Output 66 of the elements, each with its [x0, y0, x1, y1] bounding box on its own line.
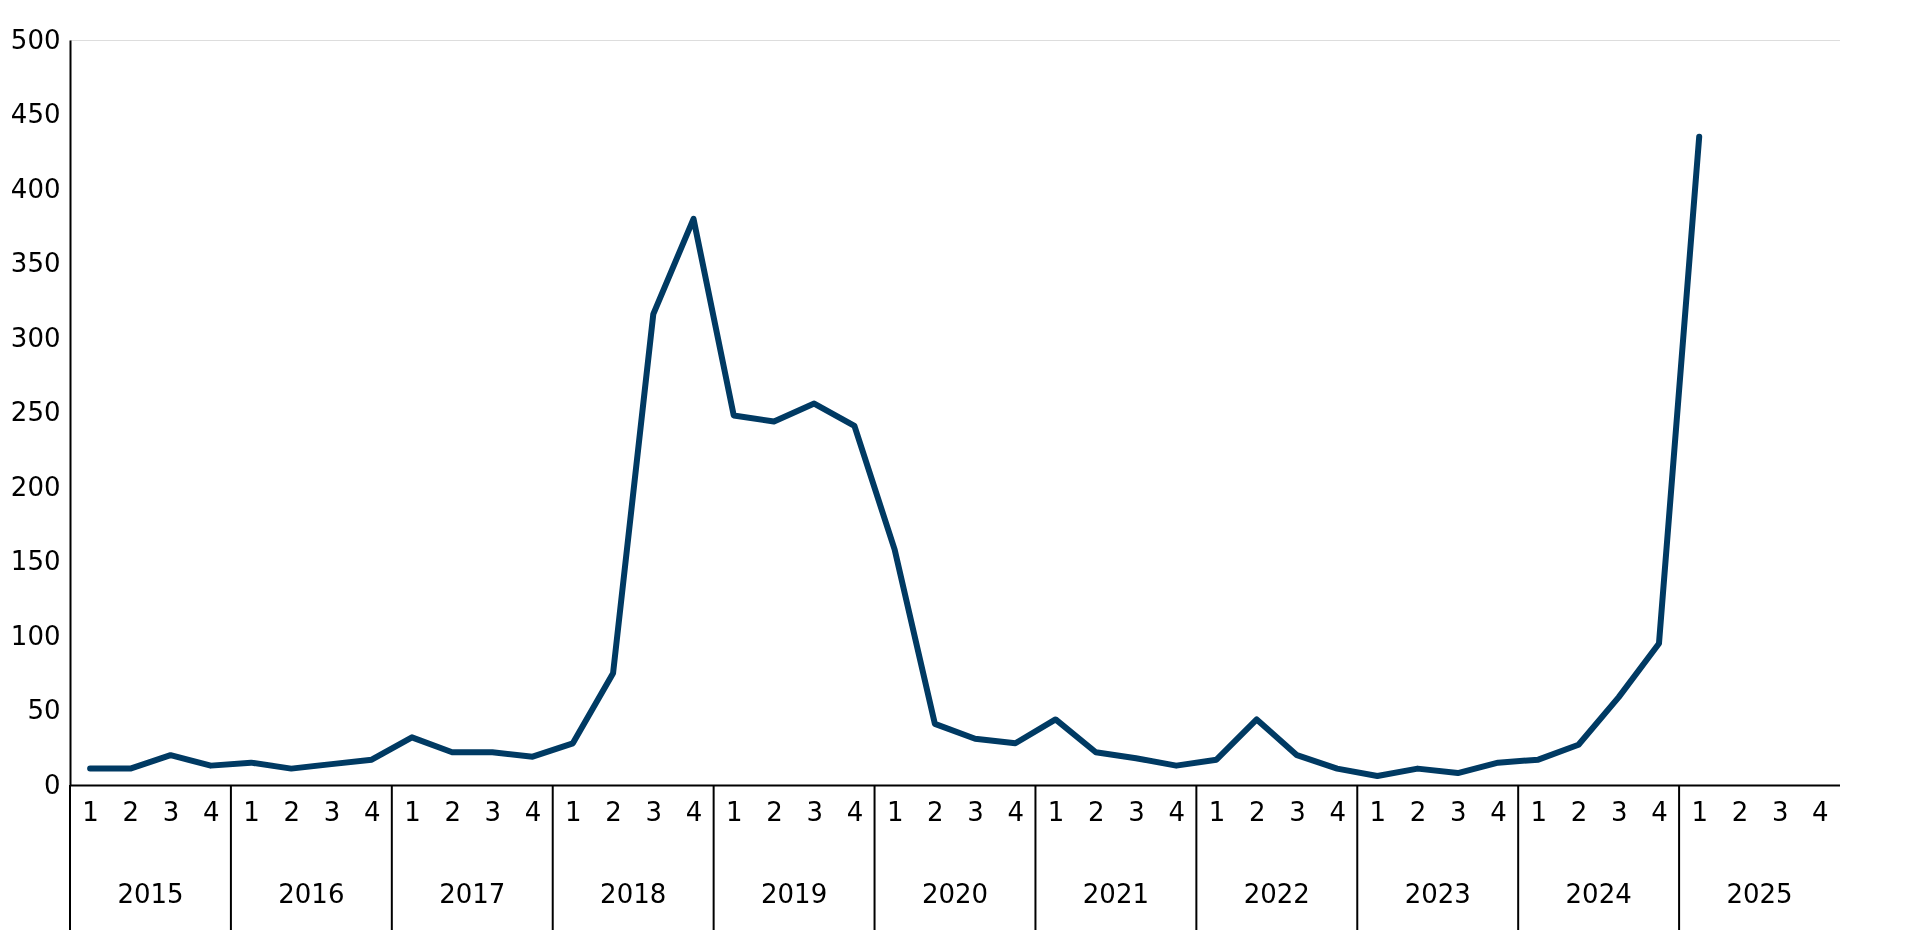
x-tick-label: 2 — [444, 796, 461, 827]
x-tick-label: 3 — [484, 796, 502, 827]
text: 2017 — [439, 879, 506, 909]
x-tick-label: 3 — [1289, 796, 1306, 827]
x-tick-label: 4 — [203, 796, 220, 827]
x-tick-label: 4 — [1651, 796, 1668, 827]
x-tick-label: 4 — [363, 796, 381, 827]
x-tick-label: 1 — [1047, 796, 1065, 827]
x-tick-label: 2 — [1088, 796, 1105, 827]
x-tick-label: 2 — [605, 796, 622, 827]
x-tick-label: 3 — [967, 796, 984, 827]
text: 2025 — [1726, 879, 1793, 909]
x-tick-label: 2 — [122, 796, 140, 827]
x-tick-label: 1 — [1691, 796, 1708, 827]
x-tick-label: 1 — [1208, 796, 1226, 827]
x-tick-label: 1 — [725, 796, 743, 827]
x-tick-label: 4 — [846, 796, 864, 827]
y-tick-label: 150 — [10, 546, 61, 576]
x-tick-label: 3 — [323, 796, 341, 827]
x-tick-label: 4 — [1490, 796, 1507, 827]
x-tick-label: 4 — [1168, 796, 1186, 827]
x-tick-label: 4 — [1812, 796, 1829, 827]
text: 2023 — [1404, 879, 1471, 909]
y-tick-label: 450 — [10, 99, 61, 129]
text: 2020 — [921, 879, 989, 909]
y-tick-label: 350 — [10, 248, 61, 278]
x-tick-label: 1 — [82, 796, 99, 827]
x-tick-label: 4 — [1329, 796, 1346, 827]
x-tick-label: 1 — [1369, 796, 1387, 827]
text: 2016 — [278, 879, 345, 909]
x-tick-label: 3 — [645, 796, 663, 827]
x-tick-label: 3 — [1128, 796, 1145, 827]
x-tick-label: 2 — [1248, 796, 1266, 827]
x-tick-label: 1 — [886, 796, 904, 827]
x-tick-label: 4 — [685, 796, 703, 827]
y-tick-label: 300 — [10, 322, 61, 353]
x-tick-label: 1 — [565, 796, 582, 827]
text: 2019 — [761, 879, 828, 909]
text: 2024 — [1565, 879, 1632, 909]
x-tick-label: 4 — [524, 796, 542, 827]
text: 2022 — [1243, 879, 1310, 909]
y-tick-label: 500 — [10, 24, 61, 55]
x-tick-label: 2 — [766, 796, 783, 827]
y-tick-label: 200 — [10, 471, 61, 502]
x-tick-label: 1 — [1530, 796, 1548, 827]
text: 2018 — [600, 879, 667, 909]
x-tick-label: 4 — [1007, 796, 1025, 827]
x-tick-label: 2 — [283, 796, 301, 827]
text: 2015 — [117, 879, 184, 909]
x-tick-label: 3 — [1450, 796, 1467, 827]
x-tick-label: 3 — [162, 796, 180, 827]
y-tick-label: 0 — [43, 769, 61, 800]
y-tick-label: 250 — [10, 397, 61, 427]
x-tick-label: 2 — [1731, 796, 1749, 827]
y-tick-label: 50 — [27, 695, 61, 725]
x-tick-label: 1 — [404, 796, 421, 827]
y-tick-label: 100 — [10, 620, 61, 651]
x-tick-label: 3 — [1771, 796, 1789, 827]
x-tick-label: 3 — [1610, 796, 1628, 827]
x-tick-label: 3 — [806, 796, 823, 827]
x-tick-label: 2 — [927, 796, 944, 827]
text: 2021 — [1082, 879, 1149, 909]
y-tick-label: 400 — [10, 173, 61, 204]
x-tick-label: 2 — [1409, 796, 1427, 827]
x-tick-label: 1 — [243, 796, 260, 827]
x-tick-label: 2 — [1570, 796, 1588, 827]
